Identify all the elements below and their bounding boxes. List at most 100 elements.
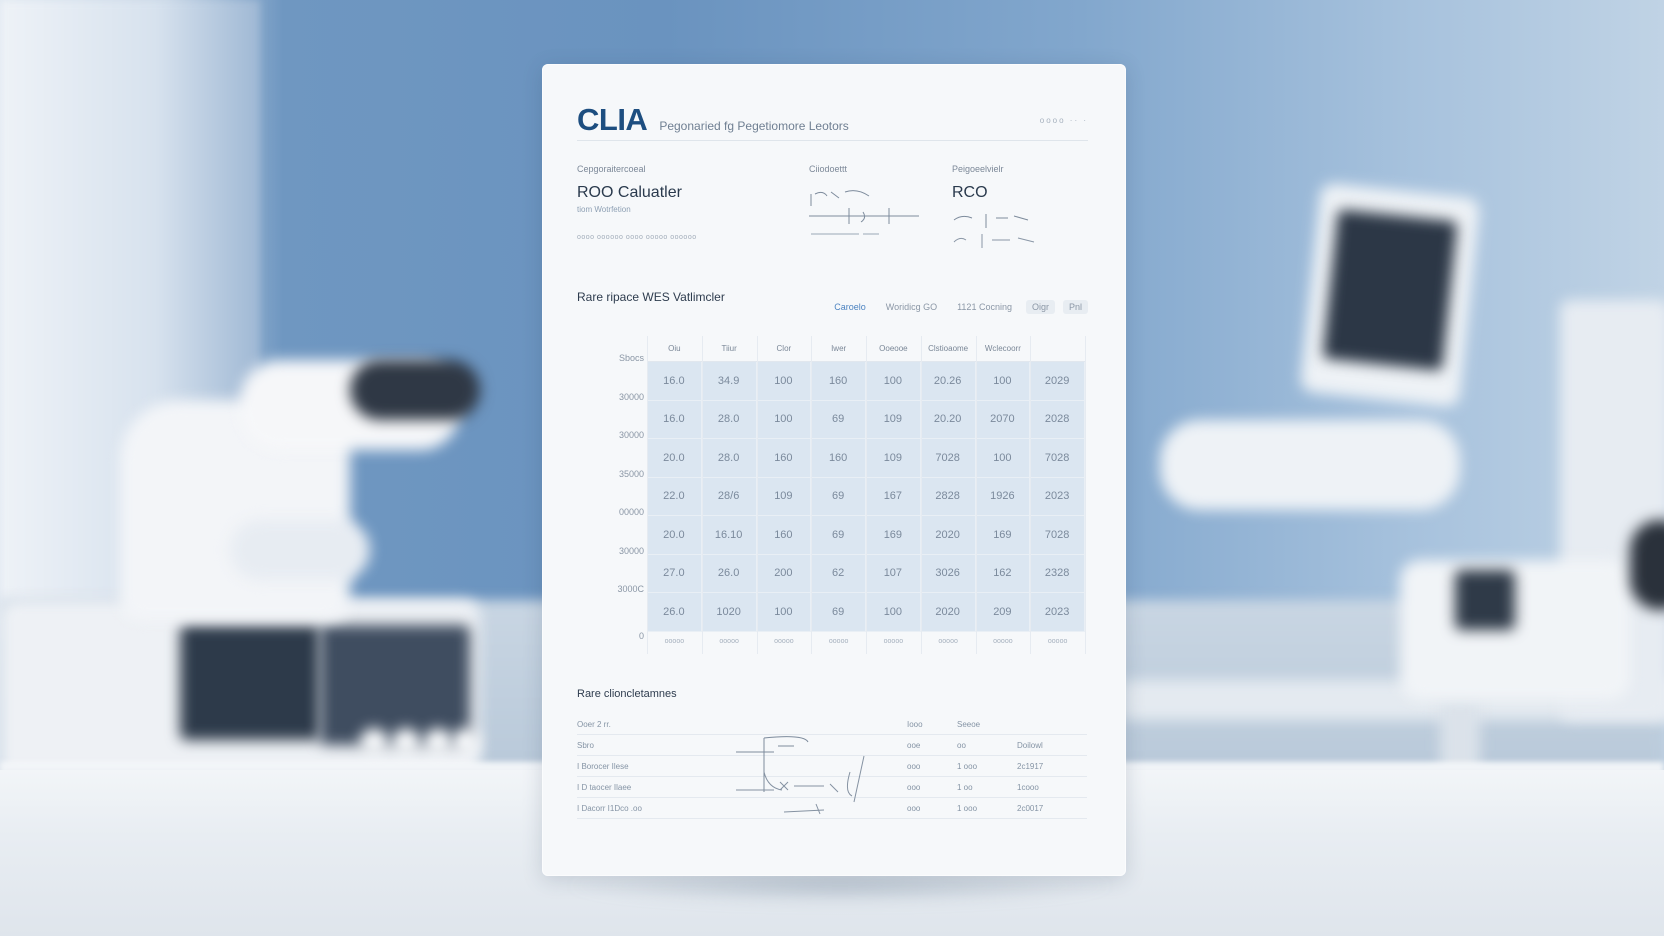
tab-oigr[interactable]: Oigr — [1025, 300, 1055, 314]
table-cell: 100 — [756, 362, 812, 401]
lower-header-cell: Iooo — [907, 720, 923, 729]
table-cell: 16.0 — [647, 362, 702, 401]
device-monitor-screen — [1322, 209, 1458, 371]
table-footer-cell: ooooo — [719, 637, 739, 645]
table-cell: 7028 — [1030, 439, 1085, 478]
section-title: Rare ripace WES Vatlimcler — [577, 290, 725, 304]
table-cell: 2020 — [920, 593, 976, 632]
table-cell: 69 — [811, 516, 866, 555]
device-arm — [1160, 420, 1460, 510]
lower-cell: 1 oo — [957, 783, 973, 792]
y-tick-label: 30000 — [618, 430, 644, 440]
tab-cocning[interactable]: 1121 Cocning — [957, 302, 1012, 312]
column-label: Peigoeelvielr — [952, 164, 1004, 174]
lower-cell: 1 ooo — [957, 762, 978, 771]
table-cell: 3026 — [920, 554, 976, 593]
table-footer-cell: ooooo — [774, 637, 794, 645]
table-cell: 20.0 — [647, 516, 702, 555]
table-column-header: Clstioaome — [920, 336, 976, 362]
lower-cell: Sbro — [577, 741, 594, 750]
table-cell: 109 — [756, 477, 812, 516]
table-cell: 62 — [811, 554, 866, 593]
table-column-header: Iwer — [811, 336, 866, 362]
document-sheet: CLIA Pegonaried fg Pegetiomore Leotors o… — [542, 64, 1126, 876]
microscope-knob — [452, 728, 480, 756]
table-cell: 100 — [756, 400, 812, 439]
y-tick-label: 0 — [638, 630, 644, 641]
table-cell: 28.0 — [701, 400, 757, 439]
table-cell: 160 — [811, 362, 866, 401]
y-tick-label: 30000 — [618, 545, 644, 556]
microscope-stage — [230, 520, 370, 580]
lower-cell: I D taocer Ilaee — [577, 783, 632, 792]
y-axis: Sbocs 30000 30000 35000 00000 30000 3000C 0 — [562, 336, 644, 654]
y-tick-label: 3000C — [617, 584, 644, 594]
table-cell: 169 — [975, 516, 1031, 555]
grid-line — [1030, 336, 1032, 654]
table-cell: 209 — [975, 593, 1031, 632]
table-column-header: Ooeooe — [866, 336, 921, 362]
table-cell: 200 — [756, 554, 812, 593]
table-cell: 2020 — [920, 516, 976, 555]
lower-header-cell: Seeoe — [957, 720, 981, 729]
table-cell: 100 — [866, 362, 921, 401]
table-cell: 22.0 — [647, 477, 702, 516]
table-cell: 100 — [975, 439, 1031, 478]
lower-cell: 1cooo — [1017, 783, 1039, 792]
microscope-knob — [424, 728, 452, 756]
second-section-title: Rare clioncletamnes — [577, 688, 677, 700]
table-cell: 160 — [756, 516, 812, 555]
lower-table-row: I Borocer Ilese ooo 1 ooo 2c1917 — [577, 756, 1087, 777]
info-column: Cepgoraitercoeal ROO Caluatler tiom Wotr… — [577, 164, 697, 241]
lower-cell: I Dacorr I1Dco .oo — [577, 804, 642, 813]
table-cell: 162 — [975, 554, 1031, 593]
table-footer-cell: ooooo — [993, 637, 1013, 645]
table-cell: 69 — [811, 593, 866, 632]
grid-line — [975, 336, 977, 654]
header-right-text: oooo ·· · — [1039, 116, 1088, 125]
grid-line — [1085, 336, 1086, 654]
table-column-header: Wclecoorr — [975, 336, 1031, 362]
table-column-header — [1030, 336, 1085, 362]
result-scribble — [953, 214, 1035, 248]
table-cell: 107 — [866, 554, 921, 593]
table-cell: 160 — [811, 439, 866, 478]
y-tick-label: Sbocs — [618, 353, 644, 363]
table-cell: 26.0 — [701, 554, 757, 593]
table-footer-cell: ooooo — [828, 637, 849, 645]
formula-column: Ciiodoettt — [809, 164, 929, 242]
table-cell: 2023 — [1030, 477, 1085, 516]
data-table: Oiu Tiiur Clor Iwer Ooeooe Clstioaome Wclecoor… — [647, 336, 1086, 654]
table-cell: 1926 — [975, 477, 1031, 516]
table-cell: 27.0 — [647, 554, 702, 593]
tab-caroelo[interactable]: Caroelo — [834, 302, 866, 312]
microscope-panel — [320, 625, 470, 745]
table-cell: 167 — [866, 477, 921, 516]
table-cell: 2023 — [1030, 593, 1085, 632]
column-label: Ciiodoettt — [809, 164, 848, 174]
table-cell: 69 — [811, 400, 866, 439]
table-column-header: Tiiur — [701, 336, 757, 362]
table-footer-cell: ooooo — [664, 637, 685, 645]
grid-line — [866, 336, 867, 654]
tab-woridicg[interactable]: Woridicg GO — [885, 302, 938, 312]
table-cell: 2029 — [1030, 362, 1085, 401]
tab-pnl[interactable]: Pnl — [1062, 300, 1088, 314]
y-tick-label: 35000 — [618, 468, 644, 479]
device-small-screen — [1455, 570, 1515, 630]
table-cell: 20.0 — [647, 439, 702, 478]
microscope-display — [180, 625, 320, 740]
table-footer-cell: ooooo — [1047, 637, 1068, 645]
table-footer-cell: ooooo — [938, 637, 958, 645]
result-column: Peigoeelvielr RCO — [952, 164, 1052, 250]
grid-line — [756, 336, 758, 654]
table-cell: 34.9 — [701, 362, 757, 401]
table-cell: 100 — [866, 593, 921, 632]
table-cell: 2328 — [1030, 554, 1085, 593]
table-cell: 20.26 — [920, 362, 976, 401]
table-cell: 28.0 — [701, 439, 757, 478]
table-cell: 16.0 — [647, 400, 702, 439]
view-tabs: Caroelo Woridicg GO 1121 Cocning Oigr Pn… — [828, 300, 1088, 314]
grid-line — [647, 336, 648, 654]
lower-cell: 2c0017 — [1017, 804, 1044, 813]
